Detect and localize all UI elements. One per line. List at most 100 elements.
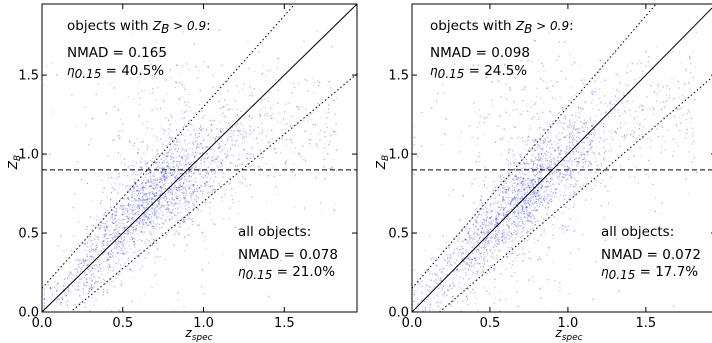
scatter-point (166, 166, 168, 168)
scatter-point (570, 125, 573, 128)
scatter-point (127, 233, 129, 235)
scatter-point (500, 175, 502, 177)
scatter-point (211, 190, 213, 192)
scatter-point (574, 160, 576, 163)
scatter-point (184, 200, 186, 202)
scatter-point (172, 211, 174, 213)
scatter-point (486, 272, 488, 275)
scatter-point (193, 185, 195, 187)
scatter-point (174, 176, 176, 179)
scatter-point (678, 97, 681, 99)
scatter-point (210, 156, 212, 158)
scatter-point (669, 94, 671, 96)
scatter-point (542, 128, 544, 131)
scatter-point (678, 87, 680, 89)
scatter-point (482, 208, 484, 210)
scatter-point (131, 223, 134, 226)
scatter-point (479, 225, 481, 227)
scatter-point (188, 213, 191, 215)
scatter-point (114, 217, 116, 220)
scatter-point (518, 180, 520, 182)
scatter-point (183, 250, 185, 252)
scatter-point (543, 161, 545, 163)
scatter-point (299, 149, 301, 151)
scatter-point (461, 267, 463, 269)
scatter-point (477, 248, 479, 251)
scatter-point (637, 125, 639, 127)
scatter-point (74, 273, 76, 275)
scatter-point (550, 177, 552, 179)
scatter-point (154, 160, 156, 163)
scatter-point (540, 188, 542, 190)
scatter-point (150, 179, 152, 181)
scatter-point (529, 182, 531, 184)
scatter-point (108, 244, 110, 246)
scatter-point (522, 208, 524, 210)
scatter-point (163, 183, 165, 186)
scatter-point (180, 157, 182, 159)
scatter-point (125, 207, 127, 210)
scatter-point (548, 168, 551, 170)
scatter-point (330, 168, 332, 170)
scatter-point (503, 207, 505, 209)
scatter-point (540, 153, 542, 155)
scatter-point (513, 189, 516, 191)
scatter-point (620, 126, 622, 129)
scatter-point (330, 134, 332, 137)
scatter-point (177, 212, 179, 214)
scatter-point (507, 189, 509, 191)
scatter-point (163, 167, 165, 169)
scatter-point (471, 236, 473, 238)
scatter-point (92, 267, 94, 269)
scatter-point (559, 138, 562, 140)
scatter-point (173, 140, 175, 142)
scatter-point (479, 255, 481, 257)
scatter-point (492, 180, 495, 182)
scatter-point (189, 123, 191, 125)
scatter-point (526, 212, 528, 214)
scatter-point (237, 212, 239, 214)
scatter-point (189, 192, 191, 194)
scatter-point (489, 237, 491, 239)
scatter-point (527, 139, 529, 141)
scatter-point (532, 144, 535, 147)
scatter-point (691, 143, 693, 145)
scatter-point (460, 310, 462, 312)
scatter-point (83, 302, 86, 304)
scatter-point (109, 256, 111, 258)
scatter-point (167, 200, 169, 203)
scatter-point (519, 177, 522, 179)
scatter-point (517, 212, 519, 214)
scatter-point (92, 240, 94, 242)
scatter-point (96, 236, 98, 238)
scatter-point (156, 178, 158, 180)
scatter-point (154, 208, 156, 210)
scatter-point (160, 154, 162, 156)
scatter-point (525, 206, 527, 208)
scatter-point (161, 162, 163, 164)
scatter-point (95, 268, 97, 270)
scatter-point (150, 234, 152, 236)
scatter-point (575, 157, 577, 159)
scatter-point (548, 200, 550, 202)
scatter-point (146, 165, 148, 167)
scatter-point (506, 196, 508, 199)
scatter-point (119, 198, 122, 200)
scatter-point (328, 168, 331, 170)
scatter-point (49, 287, 52, 290)
scatter-point (523, 88, 525, 90)
scatter-point (573, 191, 576, 193)
scatter-point (155, 161, 157, 164)
scatter-point (545, 87, 547, 89)
scatter-point (555, 135, 557, 137)
scatter-point (200, 158, 203, 160)
scatter-point (636, 63, 639, 65)
scatter-point (69, 266, 71, 269)
scatter-point (69, 257, 71, 260)
scatter-point (116, 242, 118, 244)
scatter-point (521, 181, 523, 183)
scatter-point (169, 149, 171, 151)
scatter-point (563, 198, 566, 200)
scatter-point (527, 220, 529, 222)
scatter-point (475, 144, 478, 146)
